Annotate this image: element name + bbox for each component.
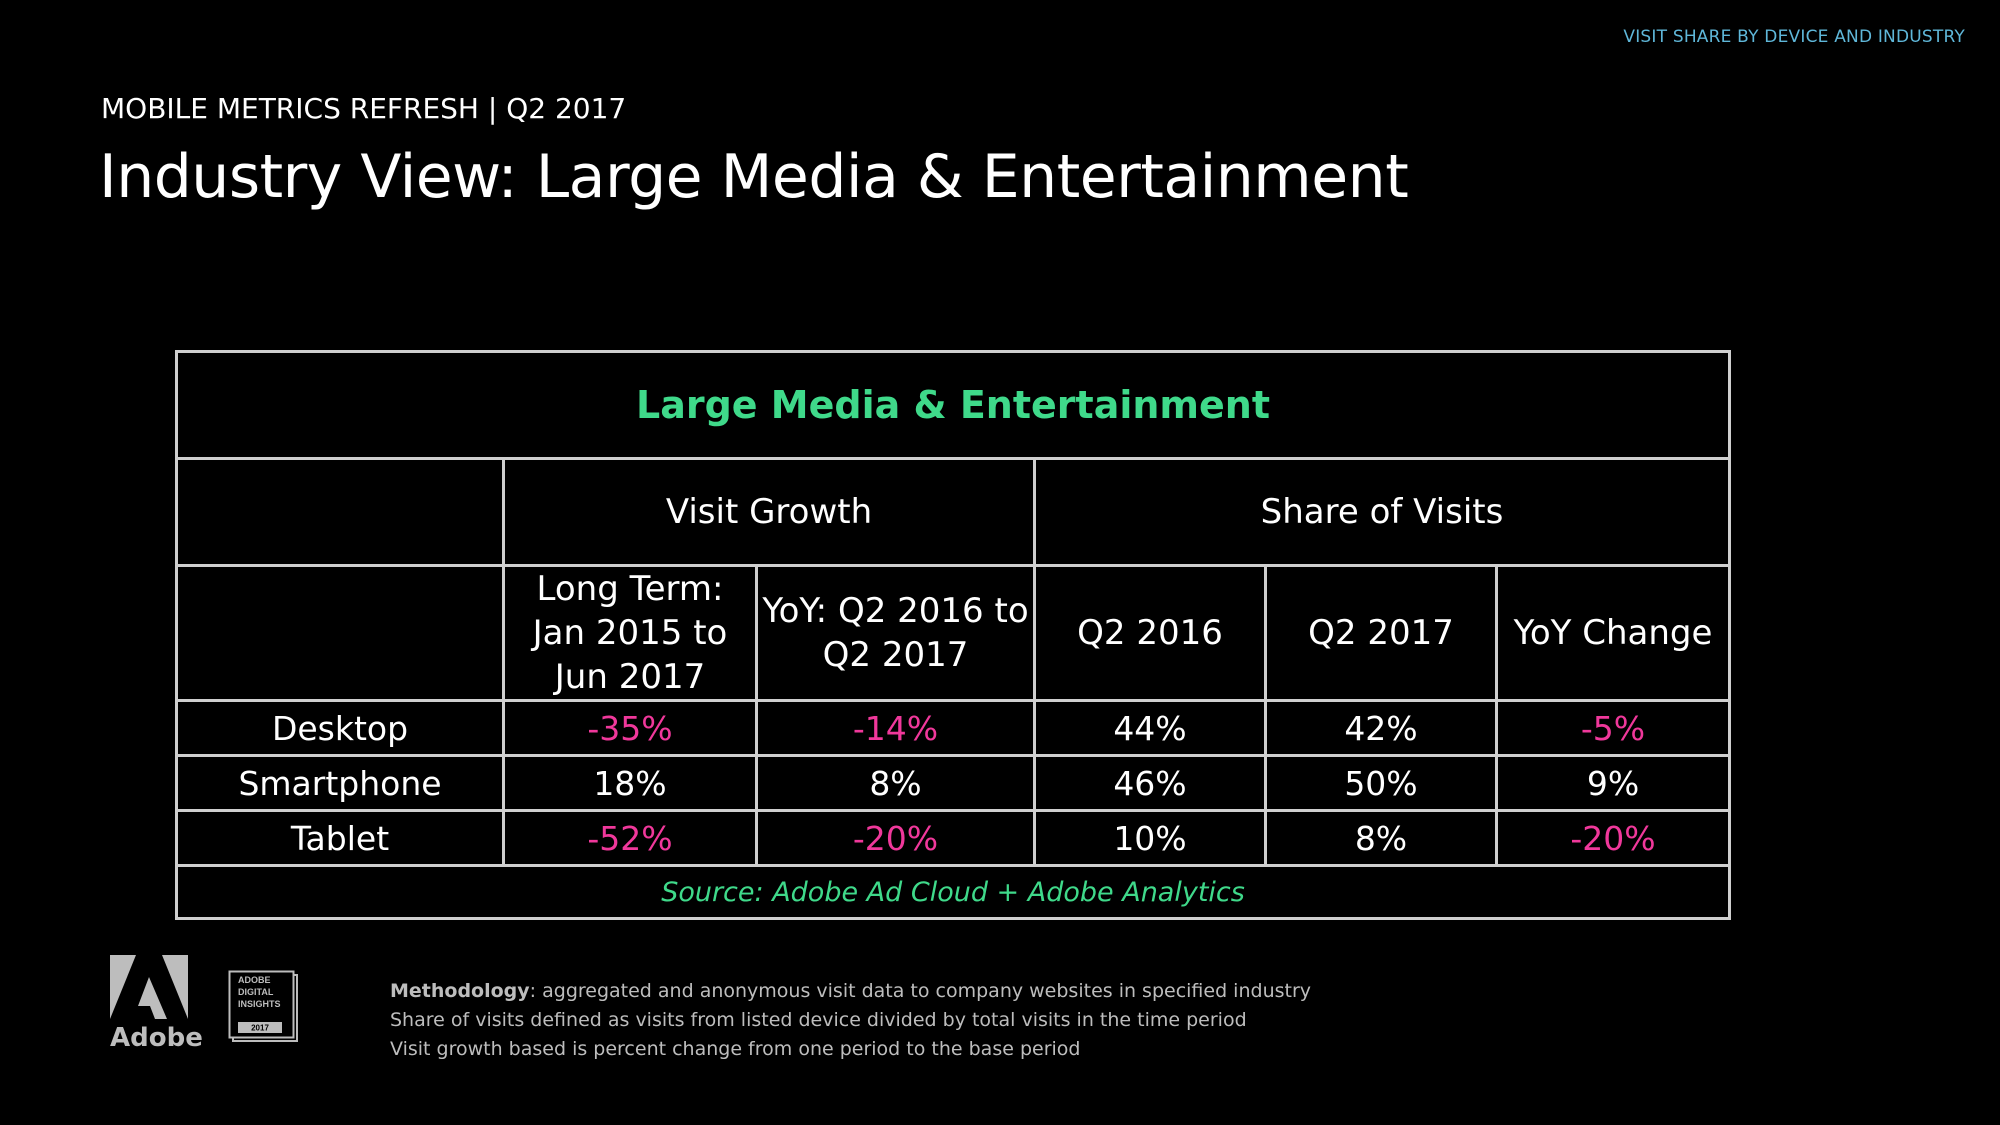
column-header-q2-2017: Q2 2017 <box>1264 564 1498 702</box>
adobe-logo: Adobe <box>110 955 203 1053</box>
table-cell: 18% <box>502 754 758 812</box>
table-row: Smartphone 18% 8% 46% 50% 9% <box>175 754 1732 812</box>
table-heading-cell: Large Media & Entertainment <box>174 350 1732 460</box>
column-header-q2-2016: Q2 2016 <box>1033 564 1267 702</box>
methodology-line-1: Methodology: aggregated and anonymous vi… <box>390 980 1312 1002</box>
table-cell: -5% <box>1494 699 1732 757</box>
table-cell: 44% <box>1033 699 1267 757</box>
table-cell: 8% <box>755 754 1036 812</box>
table-cell: 50% <box>1264 754 1498 812</box>
digital-insights-badge-icon: ADOBE DIGITAL INSIGHTS 2017 <box>228 970 298 1042</box>
badge-line: ADOBE <box>238 975 271 985</box>
table-group-row: Visit Growth Share of Visits <box>175 457 1732 567</box>
column-header-yoy-change: YoY Change <box>1494 564 1732 702</box>
row-label-tablet: Tablet <box>175 809 505 867</box>
row-label-smartphone: Smartphone <box>175 754 505 812</box>
row-label-desktop: Desktop <box>175 699 505 757</box>
source-note: Source: Adobe Ad Cloud + Adobe Analytics <box>661 876 1245 908</box>
methodology-label: Methodology <box>390 980 530 1002</box>
adobe-wordmark: Adobe <box>110 1023 203 1053</box>
table-cell: -20% <box>1494 809 1732 867</box>
adobe-a-icon <box>110 955 188 1019</box>
table-row: Tablet -52% -20% 10% 8% -20% <box>175 809 1732 867</box>
page-title: Industry View: Large Media & Entertainme… <box>99 142 1409 212</box>
column-header-yoy-growth: YoY: Q2 2016 to Q2 2017 <box>755 564 1036 702</box>
table-cell: 46% <box>1033 754 1267 812</box>
table-cell: 10% <box>1033 809 1267 867</box>
table-cell: -52% <box>502 809 758 867</box>
group-header-share-of-visits: Share of Visits <box>1032 457 1732 567</box>
section-tag: VISIT SHARE BY DEVICE AND INDUSTRY <box>1623 27 1965 47</box>
methodology-line-3: Visit growth based is percent change fro… <box>390 1038 1081 1060</box>
report-kicker: MOBILE METRICS REFRESH | Q2 2017 <box>101 92 627 125</box>
badge-line: DIGITAL <box>238 987 274 997</box>
methodology-line-2: Share of visits defined as visits from l… <box>390 1009 1247 1031</box>
table-row: Desktop -35% -14% 44% 42% -5% <box>175 699 1732 757</box>
table-title-row: Large Media & Entertainment <box>174 350 1732 460</box>
table-cell: -14% <box>755 699 1036 757</box>
table-heading: Large Media & Entertainment <box>636 383 1271 427</box>
table-cell: 42% <box>1264 699 1498 757</box>
group-header-visit-growth: Visit Growth <box>502 457 1036 567</box>
empty-corner-cell <box>175 564 505 702</box>
table-cell: -20% <box>755 809 1036 867</box>
table-cell: 9% <box>1494 754 1732 812</box>
table-source-row: Source: Adobe Ad Cloud + Adobe Analytics <box>174 864 1732 920</box>
table-cell: 8% <box>1264 809 1498 867</box>
table-subheader-row: Long Term: Jan 2015 to Jun 2017 YoY: Q2 … <box>175 564 1732 702</box>
badge-line: INSIGHTS <box>238 999 281 1009</box>
source-cell: Source: Adobe Ad Cloud + Adobe Analytics <box>174 864 1732 920</box>
metrics-table: Large Media & Entertainment Visit Growth… <box>174 350 1732 920</box>
methodology-note: Methodology: aggregated and anonymous vi… <box>390 977 1311 1064</box>
badge-year: 2017 <box>251 1024 269 1033</box>
column-header-long-term: Long Term: Jan 2015 to Jun 2017 <box>502 564 758 702</box>
empty-corner-cell <box>175 457 505 567</box>
table-cell: -35% <box>502 699 758 757</box>
